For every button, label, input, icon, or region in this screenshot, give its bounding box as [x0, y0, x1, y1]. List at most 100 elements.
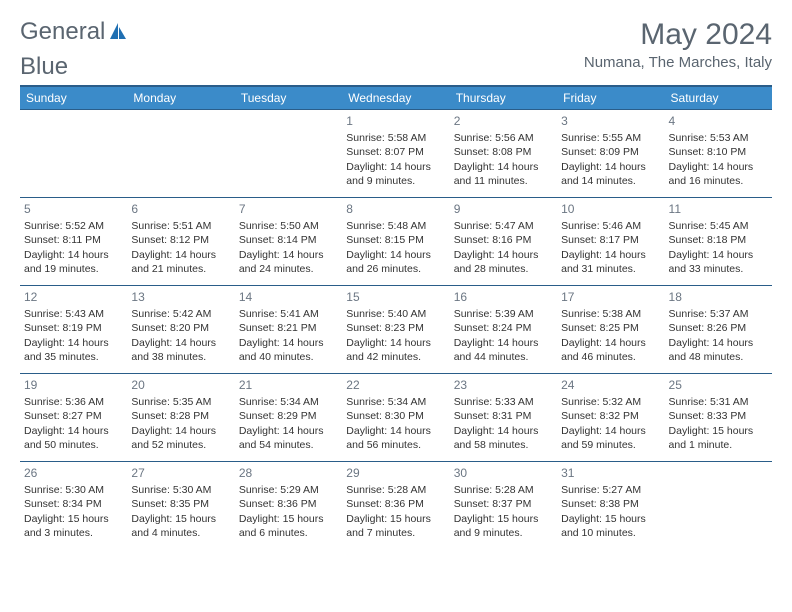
sunset-line: Sunset: 8:27 PM	[24, 409, 123, 423]
sunset-line: Sunset: 8:28 PM	[131, 409, 230, 423]
sunset-line: Sunset: 8:36 PM	[239, 497, 338, 511]
sunrise-line: Sunrise: 5:28 AM	[346, 483, 445, 497]
daylight-line: Daylight: 14 hours and 48 minutes.	[669, 336, 768, 364]
calendar-cell: 9 Sunrise: 5:47 AMSunset: 8:16 PMDaylight…	[450, 198, 557, 286]
daylight-line: Daylight: 15 hours and 7 minutes.	[346, 512, 445, 540]
sunrise-line: Sunrise: 5:34 AM	[239, 395, 338, 409]
sunset-line: Sunset: 8:25 PM	[561, 321, 660, 335]
sunset-line: Sunset: 8:07 PM	[346, 145, 445, 159]
daylight-line: Daylight: 14 hours and 16 minutes.	[669, 160, 768, 188]
sunrise-line: Sunrise: 5:41 AM	[239, 307, 338, 321]
calendar-cell: 7Sunrise: 5:50 AMSunset: 8:14 PMDaylight…	[235, 198, 342, 286]
calendar-body: 1Sunrise: 5:58 AMSunset: 8:07 PMDaylight…	[20, 110, 772, 550]
daylight-line: Daylight: 14 hours and 33 minutes.	[669, 248, 768, 276]
calendar-cell: 6Sunrise: 5:51 AMSunset: 8:12 PMDaylight…	[127, 198, 234, 286]
calendar-cell: 22Sunrise: 5:34 AMSunset: 8:30 PMDayligh…	[342, 374, 449, 462]
sunset-line: Sunset: 8:32 PM	[561, 409, 660, 423]
calendar-table: SundayMondayTuesdayWednesdayThursdayFrid…	[20, 85, 772, 550]
sunset-line: Sunset: 8:12 PM	[131, 233, 230, 247]
daylight-line: Daylight: 15 hours and 3 minutes.	[24, 512, 123, 540]
calendar-row: 26Sunrise: 5:30 AMSunset: 8:34 PMDayligh…	[20, 462, 772, 550]
sunset-line: Sunset: 8:16 PM	[454, 233, 553, 247]
weekday-header: Monday	[127, 86, 234, 110]
weekday-header: Tuesday	[235, 86, 342, 110]
daylight-line: Daylight: 14 hours and 58 minutes.	[454, 424, 553, 452]
sunrise-line: Sunrise: 5:37 AM	[669, 307, 768, 321]
sunrise-line: Sunrise: 5:28 AM	[454, 483, 553, 497]
day-number: 7	[239, 201, 338, 217]
daylight-line: Daylight: 14 hours and 35 minutes.	[24, 336, 123, 364]
day-number: 13	[131, 289, 230, 305]
calendar-cell: 20 Sunrise: 5:35 AMSunset: 8:28 PMDayligh…	[127, 374, 234, 462]
calendar-cell	[20, 110, 127, 198]
calendar-cell: 29 Sunrise: 5:28 AMSunset: 8:36 PMDayligh…	[342, 462, 449, 550]
calendar-cell: 31Sunrise: 5:27 AMSunset: 8:38 PMDayligh…	[557, 462, 664, 550]
daylight-line: Daylight: 15 hours and 4 minutes.	[131, 512, 230, 540]
calendar-cell: 4Sunrise: 5:53 AMSunset: 8:10 PMDaylight…	[665, 110, 772, 198]
day-number: 20	[131, 377, 230, 393]
daylight-line: Daylight: 15 hours and 1 minute.	[669, 424, 768, 452]
sunrise-line: Sunrise: 5:27 AM	[561, 483, 660, 497]
month-title: May 2024	[584, 18, 772, 52]
sunset-line: Sunset: 8:17 PM	[561, 233, 660, 247]
calendar-cell	[127, 110, 234, 198]
calendar-cell: 3Sunrise: 5:55 AMSunset: 8:09 PMDaylight…	[557, 110, 664, 198]
daylight-line: Daylight: 14 hours and 31 minutes.	[561, 248, 660, 276]
day-number: 15	[346, 289, 445, 305]
calendar-cell: 2Sunrise: 5:56 AMSunset: 8:08 PMDaylight…	[450, 110, 557, 198]
daylight-line: Daylight: 14 hours and 9 minutes.	[346, 160, 445, 188]
calendar-cell	[235, 110, 342, 198]
daylight-line: Daylight: 14 hours and 28 minutes.	[454, 248, 553, 276]
daylight-line: Daylight: 14 hours and 42 minutes.	[346, 336, 445, 364]
day-number: 4	[669, 113, 768, 129]
sunset-line: Sunset: 8:29 PM	[239, 409, 338, 423]
calendar-cell	[665, 462, 772, 550]
day-number: 11	[669, 201, 768, 217]
day-number: 21	[239, 377, 338, 393]
sunrise-line: Sunrise: 5:47 AM	[454, 219, 553, 233]
daylight-line: Daylight: 14 hours and 24 minutes.	[239, 248, 338, 276]
brand-text-1: General	[20, 18, 105, 46]
calendar-cell: 12Sunrise: 5:43 AMSunset: 8:19 PMDayligh…	[20, 286, 127, 374]
sunrise-line: Sunrise: 5:55 AM	[561, 131, 660, 145]
day-number: 8	[346, 201, 445, 217]
day-number: 22	[346, 377, 445, 393]
sunset-line: Sunset: 8:36 PM	[346, 497, 445, 511]
daylight-line: Daylight: 15 hours and 9 minutes.	[454, 512, 553, 540]
sunset-line: Sunset: 8:19 PM	[24, 321, 123, 335]
sunrise-line: Sunrise: 5:31 AM	[669, 395, 768, 409]
day-number: 19	[24, 377, 123, 393]
daylight-line: Daylight: 14 hours and 14 minutes.	[561, 160, 660, 188]
sunrise-line: Sunrise: 5:35 AM	[131, 395, 230, 409]
weekday-header: Wednesday	[342, 86, 449, 110]
weekday-header: Sunday	[20, 86, 127, 110]
day-number: 18	[669, 289, 768, 305]
day-number: 23	[454, 377, 553, 393]
calendar-cell: 13Sunrise: 5:42 AMSunset: 8:20 PMDayligh…	[127, 286, 234, 374]
weekday-header: Friday	[557, 86, 664, 110]
calendar-cell: 26Sunrise: 5:30 AMSunset: 8:34 PMDayligh…	[20, 462, 127, 550]
calendar-cell: 18Sunrise: 5:37 AMSunset: 8:26 PMDayligh…	[665, 286, 772, 374]
calendar-cell: 10Sunrise: 5:46 AMSunset: 8:17 PMDayligh…	[557, 198, 664, 286]
day-number: 9	[454, 201, 553, 217]
calendar-cell: 25Sunrise: 5:31 AMSunset: 8:33 PMDayligh…	[665, 374, 772, 462]
calendar-cell: 16Sunrise: 5:39 AMSunset: 8:24 PMDayligh…	[450, 286, 557, 374]
day-number: 29	[346, 465, 445, 481]
sunrise-line: Sunrise: 5:36 AM	[24, 395, 123, 409]
daylight-line: Daylight: 14 hours and 52 minutes.	[131, 424, 230, 452]
calendar-row: 5Sunrise: 5:52 AMSunset: 8:11 PMDaylight…	[20, 198, 772, 286]
daylight-line: Daylight: 14 hours and 56 minutes.	[346, 424, 445, 452]
sunrise-line: Sunrise: 5:53 AM	[669, 131, 768, 145]
calendar-cell: 24Sunrise: 5:32 AMSunset: 8:32 PMDayligh…	[557, 374, 664, 462]
calendar-cell: 21Sunrise: 5:34 AMSunset: 8:29 PMDayligh…	[235, 374, 342, 462]
sunset-line: Sunset: 8:21 PM	[239, 321, 338, 335]
day-number: 26	[24, 465, 123, 481]
calendar-cell: 15Sunrise: 5:40 AMSunset: 8:23 PMDayligh…	[342, 286, 449, 374]
brand-text-2: Blue	[20, 53, 772, 81]
daylight-line: Daylight: 15 hours and 6 minutes.	[239, 512, 338, 540]
sunset-line: Sunset: 8:37 PM	[454, 497, 553, 511]
sunset-line: Sunset: 8:15 PM	[346, 233, 445, 247]
sunset-line: Sunset: 8:23 PM	[346, 321, 445, 335]
sunset-line: Sunset: 8:24 PM	[454, 321, 553, 335]
calendar-cell: 30Sunrise: 5:28 AMSunset: 8:37 PMDayligh…	[450, 462, 557, 550]
